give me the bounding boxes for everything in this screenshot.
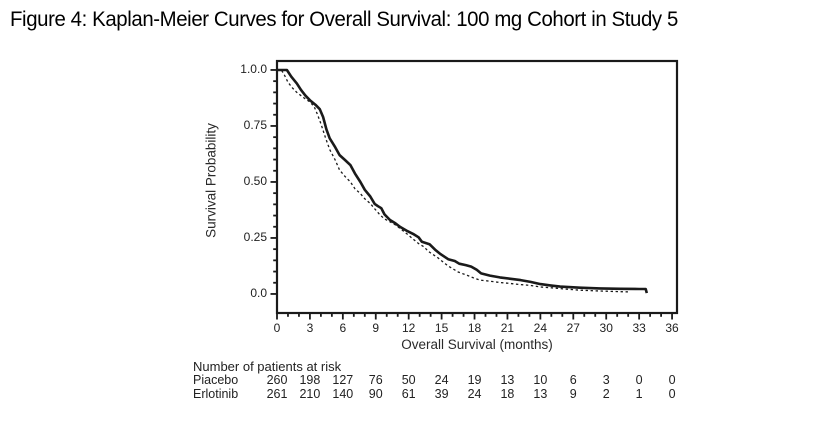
risk-count-cell: 140 <box>332 386 354 401</box>
x-tick-label: 27 <box>566 321 580 335</box>
x-tick-label: 3 <box>306 321 314 335</box>
x-tick-label: 6 <box>339 321 347 335</box>
risk-count-cell: 13 <box>533 386 548 401</box>
risk-count-cell: 198 <box>299 373 321 387</box>
risk-count-cell: 61 <box>401 386 416 401</box>
risk-count-cell: 2 <box>602 386 610 401</box>
x-tick-label: 21 <box>500 321 515 335</box>
erlotinib-curve <box>277 68 649 294</box>
x-tick-label: 9 <box>372 321 380 335</box>
risk-count-cell: 19 <box>467 373 482 387</box>
risk-count-cell: 0 <box>635 373 643 387</box>
risk-row-label: Piacebo <box>193 373 239 387</box>
y-tick-label: 0.0 <box>250 285 267 300</box>
piacebo-curve <box>277 69 631 293</box>
risk-count-cell: 261 <box>266 386 288 401</box>
figure-title: Figure 4: Kaplan-Meier Curves for Overal… <box>10 8 678 31</box>
risk-count-cell: 1 <box>635 386 643 401</box>
risk-count-cell: 0 <box>668 373 676 387</box>
x-tick-label: 33 <box>632 321 646 335</box>
plot-frame <box>275 59 679 315</box>
risk-count-cell: 6 <box>569 373 577 387</box>
risk-table-title: Number of patients at risk <box>193 359 342 374</box>
y-tick-label: 0.75 <box>243 117 267 132</box>
risk-count-cell: 10 <box>533 373 548 387</box>
y-tick-label: 1.0.0 <box>240 61 267 76</box>
risk-count-cell: 13 <box>500 373 515 387</box>
x-tick-label: 0 <box>273 321 281 335</box>
x-axis-title: Overall Survival (months) <box>401 337 553 352</box>
risk-count-cell: 50 <box>401 373 416 387</box>
x-tick-label: 15 <box>434 321 449 335</box>
risk-count-cell: 9 <box>569 386 577 401</box>
x-tick-label: 18 <box>467 321 482 335</box>
risk-count-cell: 0 <box>668 386 676 401</box>
risk-count-cell: 24 <box>467 386 482 401</box>
risk-count-cell: 260 <box>266 373 288 387</box>
risk-count-cell: 24 <box>434 373 449 387</box>
risk-row-label: Erlotinib <box>193 386 239 401</box>
x-tick-label: 12 <box>401 321 416 335</box>
risk-count-cell: 210 <box>299 386 321 401</box>
x-tick-label: 30 <box>599 321 613 335</box>
risk-count-cell: 3 <box>602 373 610 387</box>
y-tick-label: 0.50 <box>243 173 267 188</box>
risk-count-cell: 18 <box>500 386 515 401</box>
risk-count-cell: 90 <box>368 386 383 401</box>
y-tick-label: 0.25 <box>243 229 267 244</box>
risk-count-cell: 39 <box>434 386 449 401</box>
x-tick-label: 36 <box>665 321 679 335</box>
x-tick-label: 24 <box>533 321 548 335</box>
risk-count-cell: 127 <box>332 373 354 387</box>
risk-count-cell: 76 <box>368 373 383 387</box>
